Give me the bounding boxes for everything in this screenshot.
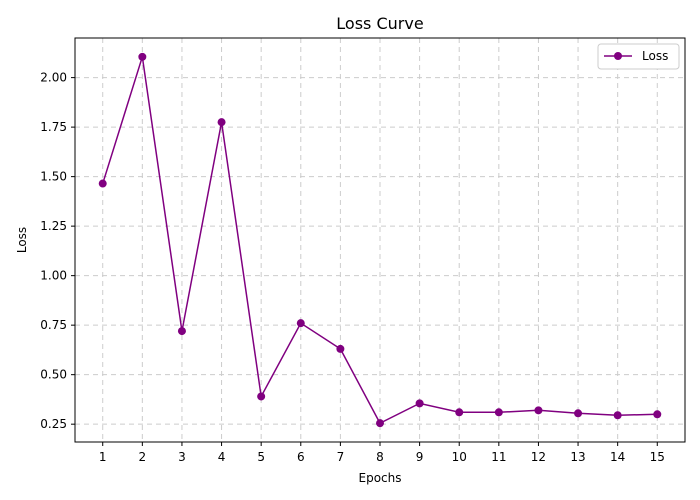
y-axis-ticks: 0.25 0.50 0.75 1.00 1.25 1.50 1.75 2.00 xyxy=(40,71,75,431)
data-point xyxy=(534,406,543,415)
data-point xyxy=(494,408,503,417)
y-tick-label: 1.00 xyxy=(40,269,67,283)
x-tick-label: 4 xyxy=(218,450,226,464)
y-tick-label: 0.50 xyxy=(40,368,67,382)
x-tick-label: 5 xyxy=(257,450,265,464)
data-point xyxy=(574,409,583,418)
y-tick-label: 2.00 xyxy=(40,71,67,85)
y-tick-label: 1.25 xyxy=(40,219,67,233)
x-tick-label: 1 xyxy=(99,450,107,464)
x-tick-label: 13 xyxy=(570,450,585,464)
x-tick-label: 8 xyxy=(376,450,384,464)
y-tick-label: 0.25 xyxy=(40,417,67,431)
x-tick-label: 11 xyxy=(491,450,506,464)
legend-box xyxy=(597,43,680,70)
x-tick-label: 9 xyxy=(416,450,424,464)
x-tick-label: 12 xyxy=(531,450,546,464)
loss-series-points xyxy=(98,52,662,428)
legend-label-loss: Loss xyxy=(642,49,668,63)
data-point xyxy=(336,344,345,353)
y-tick-label: 1.75 xyxy=(40,120,67,134)
x-tick-label: 3 xyxy=(178,450,186,464)
legend-marker xyxy=(614,52,622,60)
legend: Loss xyxy=(597,43,680,70)
x-tick-label: 10 xyxy=(452,450,467,464)
data-point xyxy=(217,118,226,127)
data-point xyxy=(376,419,384,428)
x-tick-label: 14 xyxy=(610,450,625,464)
data-point xyxy=(296,319,305,328)
x-tick-label: 15 xyxy=(650,450,665,464)
y-tick-label: 1.50 xyxy=(40,170,67,184)
data-point xyxy=(98,179,107,188)
data-point xyxy=(455,408,464,417)
data-point xyxy=(415,399,424,408)
x-axis-label: Epochs xyxy=(359,471,402,485)
chart-title: Loss Curve xyxy=(336,14,423,33)
x-tick-label: 6 xyxy=(297,450,305,464)
data-point xyxy=(138,52,147,61)
data-point xyxy=(653,410,662,419)
y-axis-label: Loss xyxy=(15,227,29,253)
data-point xyxy=(613,411,622,420)
y-tick-label: 0.75 xyxy=(40,318,67,332)
data-point xyxy=(257,392,266,401)
data-point xyxy=(177,327,186,336)
x-axis-ticks: 1 2 3 4 5 6 7 8 9 10 11 12 13 14 15 xyxy=(99,442,665,464)
x-tick-label: 7 xyxy=(337,450,345,464)
x-tick-label: 2 xyxy=(139,450,147,464)
grid-lines xyxy=(75,38,685,442)
